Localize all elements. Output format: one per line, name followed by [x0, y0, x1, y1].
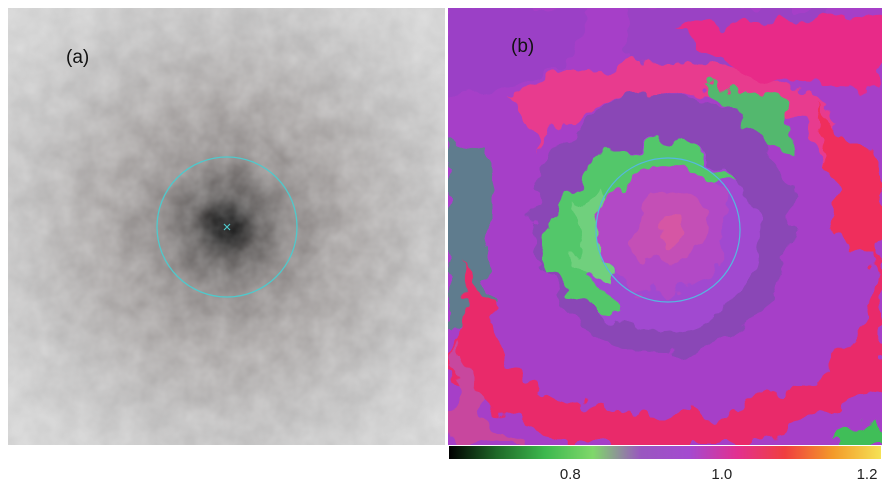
center-marker-icon [223, 223, 231, 231]
ratio-map-panel [448, 8, 882, 445]
intensity-map-panel [8, 8, 445, 445]
panel-b-label: (b) [511, 36, 535, 57]
colorbar-tick-label: 1.0 [711, 466, 733, 483]
ratio-map [448, 8, 882, 445]
aperture-circle-b [595, 157, 741, 303]
intensity-map [8, 8, 445, 445]
colorbar [449, 446, 881, 459]
panel-a-label: (a) [66, 47, 90, 68]
ratio-regions [448, 8, 882, 445]
colorbar-tick-label: 1.2 [856, 466, 878, 483]
aperture-circle-a [156, 156, 298, 298]
colorbar-tick-label: 0.8 [559, 466, 581, 483]
